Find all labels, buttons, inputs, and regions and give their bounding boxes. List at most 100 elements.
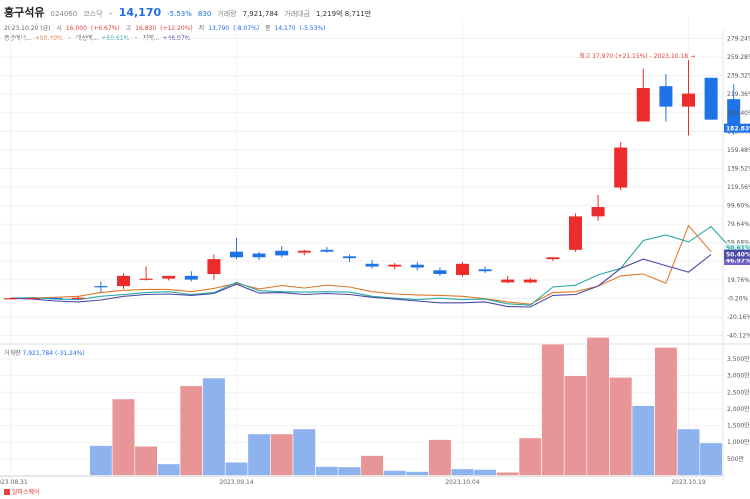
last-price-tag-bg bbox=[724, 123, 750, 133]
volume-tick-label: 2,000만 bbox=[727, 405, 750, 413]
candle bbox=[26, 297, 40, 300]
candle bbox=[659, 74, 673, 122]
volume-bar bbox=[496, 471, 520, 476]
volume-bars bbox=[89, 337, 723, 476]
candle-body bbox=[682, 93, 695, 107]
candle-body bbox=[523, 279, 537, 283]
candle bbox=[94, 281, 108, 293]
candle bbox=[501, 275, 515, 284]
candle bbox=[162, 275, 176, 281]
amount-label: 거래대금 bbox=[284, 10, 311, 18]
volume-bar bbox=[676, 428, 701, 476]
volume-bar bbox=[315, 466, 339, 476]
candle-body bbox=[297, 250, 311, 253]
candle bbox=[139, 266, 153, 281]
close-pct: (-5.53%) bbox=[299, 25, 326, 32]
price-tick-label: 239.32% bbox=[727, 73, 750, 80]
candle-body bbox=[162, 275, 176, 279]
candle-body bbox=[433, 270, 447, 275]
compare-tag-0: 46.97% bbox=[726, 258, 750, 265]
time-tick-label: 2023.10.19 bbox=[671, 479, 706, 486]
low-label: 저 bbox=[198, 25, 205, 32]
open-pct: (+6.67%) bbox=[90, 25, 120, 32]
stock-code: 024060 bbox=[50, 10, 78, 18]
candle-body bbox=[117, 275, 130, 287]
volume-bar bbox=[699, 442, 723, 476]
ohlc-line: 2023.10.20 (금) 시 16,000 (+6.67%) 고 16,830 (+… bbox=[4, 23, 330, 32]
compare-tag-1-bg bbox=[724, 249, 750, 259]
price-tick-label: 119.56% bbox=[727, 184, 750, 191]
series-line bbox=[10, 254, 712, 308]
market-label: 코스닥 bbox=[83, 10, 103, 18]
candle bbox=[523, 277, 537, 284]
volume-bar bbox=[337, 466, 362, 476]
candle-body bbox=[207, 259, 221, 275]
volume-bar bbox=[383, 470, 407, 476]
volume-bar bbox=[609, 377, 633, 476]
candle-body bbox=[546, 257, 560, 260]
price-tick-label: -40.12% bbox=[727, 333, 750, 340]
volume-bar bbox=[428, 439, 452, 476]
close-label: 종 bbox=[265, 25, 271, 32]
stock-name[interactable]: 흥구석유 bbox=[4, 6, 45, 19]
high-annotation: 최고 17,970 (+21.15%) - 2023.10.18 → bbox=[579, 52, 695, 60]
volume-bar bbox=[157, 463, 181, 476]
candle-body bbox=[569, 216, 582, 250]
current-price: 14,170 bbox=[118, 6, 162, 19]
volume-tick-label: 500만 bbox=[727, 455, 744, 463]
candle-body bbox=[230, 251, 243, 258]
volume-bar bbox=[224, 461, 249, 476]
brand-icon bbox=[4, 488, 10, 495]
separator-dot: • bbox=[108, 10, 113, 18]
price-tick-label: -20.16% bbox=[727, 314, 750, 321]
high-label: 고 bbox=[125, 25, 132, 32]
candle-body bbox=[365, 263, 379, 267]
volume-bar bbox=[563, 375, 588, 476]
volume-tick-label: 3,000만 bbox=[727, 372, 750, 380]
price-tick-label: 79.64% bbox=[727, 221, 750, 228]
candle bbox=[207, 254, 221, 280]
candle-body bbox=[26, 297, 40, 300]
candle bbox=[388, 262, 402, 270]
volume-legend: 거래량 7,921,784 (-31.24%) bbox=[4, 348, 85, 357]
candle-body bbox=[501, 279, 515, 283]
volume-bar bbox=[518, 437, 542, 476]
candle bbox=[343, 254, 356, 262]
price-tick-label: 279.24% bbox=[727, 36, 750, 43]
low-value: 13,790 bbox=[208, 25, 230, 32]
volume-bar bbox=[247, 433, 271, 476]
change-percent: -5.53% bbox=[167, 10, 192, 18]
candle bbox=[275, 246, 289, 258]
volume-bar bbox=[270, 433, 294, 476]
compare-tag-1: 50.40% bbox=[726, 251, 750, 258]
candle bbox=[410, 261, 424, 271]
candle-body bbox=[704, 77, 718, 120]
time-axis[interactable]: 2023.08.31 2023.09.14 2023.10.04 2023.10.19 bbox=[0, 479, 706, 486]
volume-bar bbox=[111, 398, 136, 476]
price-tick-label: 259.28% bbox=[727, 54, 750, 61]
candle-body bbox=[478, 269, 492, 272]
ohlc-date: 2023.10.20 (금) bbox=[4, 25, 51, 32]
volume-bar bbox=[541, 343, 565, 476]
change-amount: 830 bbox=[197, 10, 212, 18]
open-label: 시 bbox=[56, 25, 62, 32]
volume-axis: 3,500만 3,000만 2,500만 2,000만 1,500만 1,000만 500만 bbox=[727, 355, 750, 463]
candle-body bbox=[591, 207, 605, 217]
volume-bar bbox=[202, 377, 226, 476]
series-line bbox=[10, 224, 712, 305]
candle bbox=[704, 77, 718, 120]
volume-label: 거래량 bbox=[217, 10, 237, 18]
brand-logo: 알파스퀘어 bbox=[4, 487, 40, 496]
candle bbox=[320, 247, 334, 253]
close-value: 14,170 bbox=[274, 25, 296, 32]
price-tick-label: 59.68% bbox=[727, 240, 750, 247]
high-value: 16,830 bbox=[135, 25, 157, 32]
volume-bar bbox=[586, 337, 610, 476]
last-price-tag: 182.83% bbox=[726, 125, 750, 132]
price-axis[interactable]: 279.24%259.28%239.32%219.36%199.40%179.4… bbox=[727, 36, 750, 340]
volume-legend-value: 7,921,784 bbox=[22, 350, 54, 357]
compare-tag-0-bg bbox=[724, 256, 750, 266]
candle-body bbox=[275, 250, 289, 256]
time-tick-label: 2023.09.14 bbox=[219, 479, 254, 486]
